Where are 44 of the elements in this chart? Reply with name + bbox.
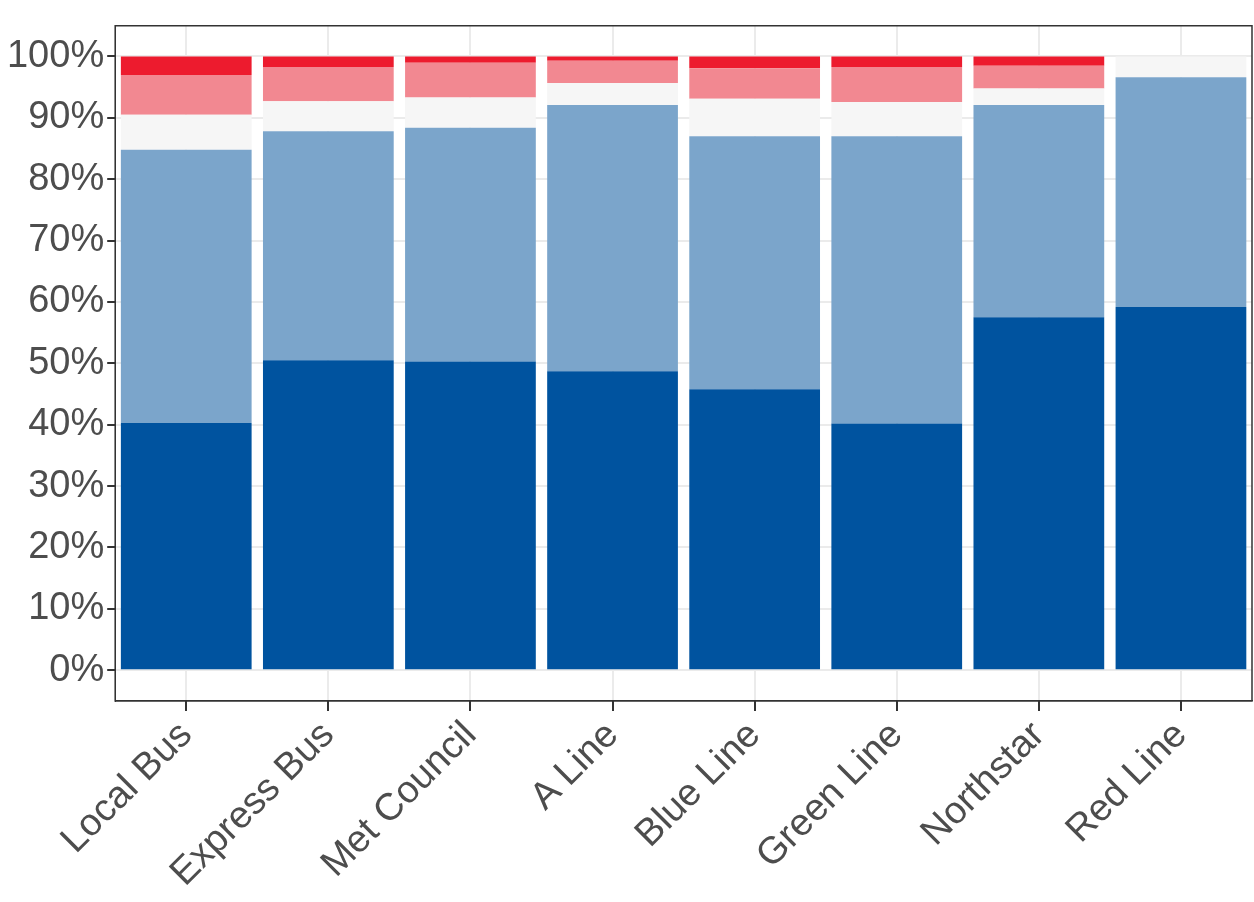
- bar: [547, 60, 678, 83]
- y-tick-label: 90%: [28, 94, 105, 137]
- bar: [547, 56, 678, 61]
- bar: [405, 127, 536, 362]
- bar: [831, 56, 963, 67]
- bar: [689, 389, 821, 670]
- bar: [831, 423, 963, 670]
- bar: [262, 56, 394, 67]
- bar: [405, 56, 536, 63]
- y-tick-label: 0%: [49, 646, 105, 689]
- y-tick-label: 30%: [28, 462, 105, 505]
- bar: [120, 56, 252, 75]
- y-tick-label: 50%: [28, 339, 105, 382]
- bar: [973, 65, 1105, 89]
- bar: [689, 68, 821, 99]
- y-tick-label: 20%: [28, 523, 105, 566]
- bar: [547, 371, 678, 670]
- y-tick-label: 10%: [28, 585, 105, 628]
- bar: [973, 317, 1105, 670]
- bar: [689, 136, 821, 390]
- bar: [689, 56, 821, 69]
- y-tick-label: 60%: [28, 278, 105, 321]
- bar: [120, 149, 252, 423]
- bar: [547, 104, 678, 372]
- bar: [547, 82, 678, 105]
- bar: [1115, 306, 1247, 670]
- bar: [262, 131, 394, 361]
- bar: [405, 62, 536, 98]
- y-tick-label: 40%: [28, 401, 105, 444]
- y-tick-label: 80%: [28, 155, 105, 198]
- bar: [831, 66, 963, 102]
- y-tick-label: 70%: [28, 217, 105, 260]
- bar: [973, 56, 1105, 66]
- bar: [831, 136, 963, 424]
- bar: [120, 422, 252, 670]
- bar: [1115, 77, 1247, 307]
- bar: [120, 74, 252, 115]
- bar: [405, 361, 536, 670]
- x-tick-label: A Line: [521, 712, 626, 817]
- bar: [973, 104, 1105, 318]
- bar: [973, 88, 1105, 105]
- y-tick-label: 100%: [6, 32, 105, 75]
- bar: [262, 66, 394, 102]
- bar: [262, 360, 394, 670]
